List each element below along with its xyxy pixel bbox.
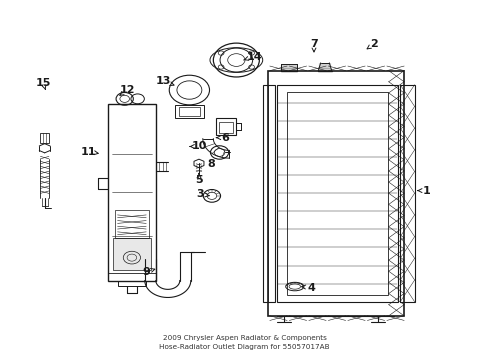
Bar — [218, 122, 232, 133]
Bar — [179, 107, 200, 116]
Bar — [108, 104, 156, 280]
Bar — [262, 85, 274, 302]
Text: 8: 8 — [206, 159, 214, 169]
Bar — [277, 85, 397, 302]
Bar — [175, 105, 203, 118]
Bar — [115, 210, 148, 238]
Bar — [215, 118, 235, 135]
Bar — [41, 133, 49, 143]
Bar — [117, 280, 146, 286]
Text: 5: 5 — [195, 175, 203, 185]
Text: 2: 2 — [369, 39, 377, 49]
Text: 15: 15 — [36, 78, 51, 88]
Text: 11: 11 — [81, 147, 96, 157]
Text: 9: 9 — [142, 267, 150, 277]
Text: 2009 Chrysler Aspen Radiator & Components
Hose-Radiator Outlet Diagram for 55057: 2009 Chrysler Aspen Radiator & Component… — [159, 335, 329, 350]
Text: 1: 1 — [422, 186, 429, 195]
Text: 3: 3 — [196, 189, 204, 199]
Text: 7: 7 — [309, 39, 317, 49]
Text: 14: 14 — [246, 51, 262, 62]
Text: 13: 13 — [155, 76, 170, 86]
Bar — [267, 71, 403, 316]
Text: 12: 12 — [119, 85, 135, 95]
Text: 6: 6 — [221, 133, 229, 143]
Text: 10: 10 — [191, 141, 206, 152]
Text: 4: 4 — [307, 283, 315, 293]
Bar — [112, 238, 151, 270]
Bar — [286, 92, 387, 294]
Bar — [399, 85, 414, 302]
